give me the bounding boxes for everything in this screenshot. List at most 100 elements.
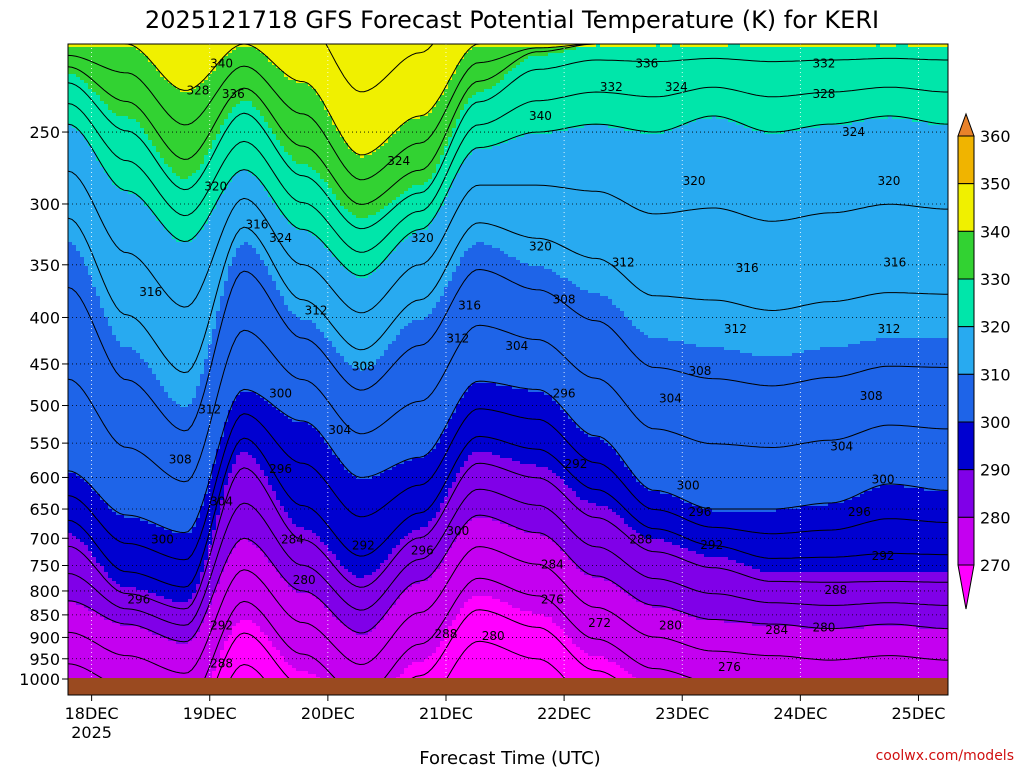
band-cell (688, 503, 693, 551)
band-cell (392, 467, 397, 548)
band-cell (108, 509, 113, 578)
band-cell (840, 125, 845, 347)
band-cell (732, 350, 737, 512)
band-cell (724, 512, 729, 557)
band-cell (760, 626, 765, 678)
band-cell (656, 491, 661, 539)
band-cell (80, 479, 85, 542)
band-cell (540, 392, 545, 467)
band-cell (464, 461, 469, 524)
band-cell (284, 662, 289, 678)
band-cell (188, 44, 193, 92)
band-cell (532, 533, 537, 614)
y-tick-label: 700 (29, 529, 60, 548)
band-cell (560, 131, 565, 278)
band-cell (756, 47, 761, 131)
band-cell (476, 452, 481, 518)
band-cell (628, 44, 633, 47)
band-cell (372, 44, 377, 152)
band-cell (424, 44, 429, 116)
band-cell (392, 134, 397, 200)
band-cell (452, 272, 457, 413)
band-cell (212, 329, 217, 464)
band-cell (196, 518, 201, 584)
band-cell (344, 143, 349, 209)
band-cell (568, 560, 573, 638)
band-cell (656, 44, 661, 134)
band-cell (292, 161, 297, 227)
band-cell (276, 650, 281, 678)
colorbar-swatch (957, 278, 975, 328)
band-cell (652, 134, 657, 338)
band-cell (800, 629, 805, 678)
band-cell (900, 119, 905, 338)
band-cell (352, 152, 357, 215)
band-cell (788, 47, 793, 131)
band-cell (296, 317, 301, 422)
band-cell (468, 50, 473, 98)
band-cell (76, 251, 81, 476)
band-cell (524, 134, 529, 263)
band-cell (388, 608, 393, 678)
band-cell (344, 362, 349, 470)
band-cell (480, 149, 485, 242)
band-cell (272, 491, 277, 566)
band-cell (408, 236, 413, 323)
band-cell (272, 281, 277, 407)
band-cell (340, 266, 345, 356)
band-cell (704, 509, 709, 557)
contour-label: 336 (222, 87, 245, 101)
band-cell (496, 248, 501, 386)
band-cell (152, 593, 157, 635)
band-cell (108, 326, 113, 509)
band-cell (744, 44, 749, 47)
band-cell (472, 518, 477, 596)
band-cell (300, 164, 305, 230)
band-cell (868, 341, 873, 491)
isentrope-316 (68, 170, 948, 314)
band-cell (860, 341, 865, 494)
colorbar-swatch (957, 516, 975, 566)
isentrope-340 (68, 44, 948, 156)
band-cell (716, 512, 721, 557)
band-cell (120, 347, 125, 515)
band-cell (636, 131, 641, 329)
band-cell (644, 47, 649, 134)
band-cell (824, 572, 829, 629)
band-cell (728, 623, 733, 678)
band-cell (332, 125, 337, 194)
band-cell (84, 47, 89, 83)
band-cell (88, 146, 93, 275)
band-cell (584, 434, 589, 500)
band-cell (552, 44, 557, 47)
colorbar-swatch (957, 183, 975, 232)
credit-link[interactable]: coolwx.com/models (876, 748, 1014, 764)
band-cell (188, 599, 193, 641)
band-cell (652, 491, 657, 539)
band-cell (308, 320, 313, 425)
band-cell (500, 458, 505, 524)
band-cell (460, 44, 465, 59)
band-cell (680, 614, 685, 678)
band-cell (908, 338, 913, 488)
x-tick-label: 20DEC (301, 704, 355, 723)
band-cell (140, 629, 145, 678)
band-cell (408, 461, 413, 533)
band-cell (236, 173, 241, 248)
band-cell (236, 542, 241, 623)
band-cell (440, 206, 445, 296)
band-cell (116, 584, 121, 623)
band-cell (944, 44, 948, 47)
band-cell (720, 119, 725, 347)
band-cell (144, 206, 149, 362)
band-cell (452, 542, 457, 620)
band-cell (672, 611, 677, 678)
band-cell (900, 338, 905, 485)
contour-label: 308 (860, 389, 883, 403)
band-cell (520, 137, 525, 263)
band-cell (432, 218, 437, 308)
x-tick-label: 19DEC (183, 704, 237, 723)
contour-label: 292 (352, 539, 375, 553)
band-cell (176, 242, 181, 404)
